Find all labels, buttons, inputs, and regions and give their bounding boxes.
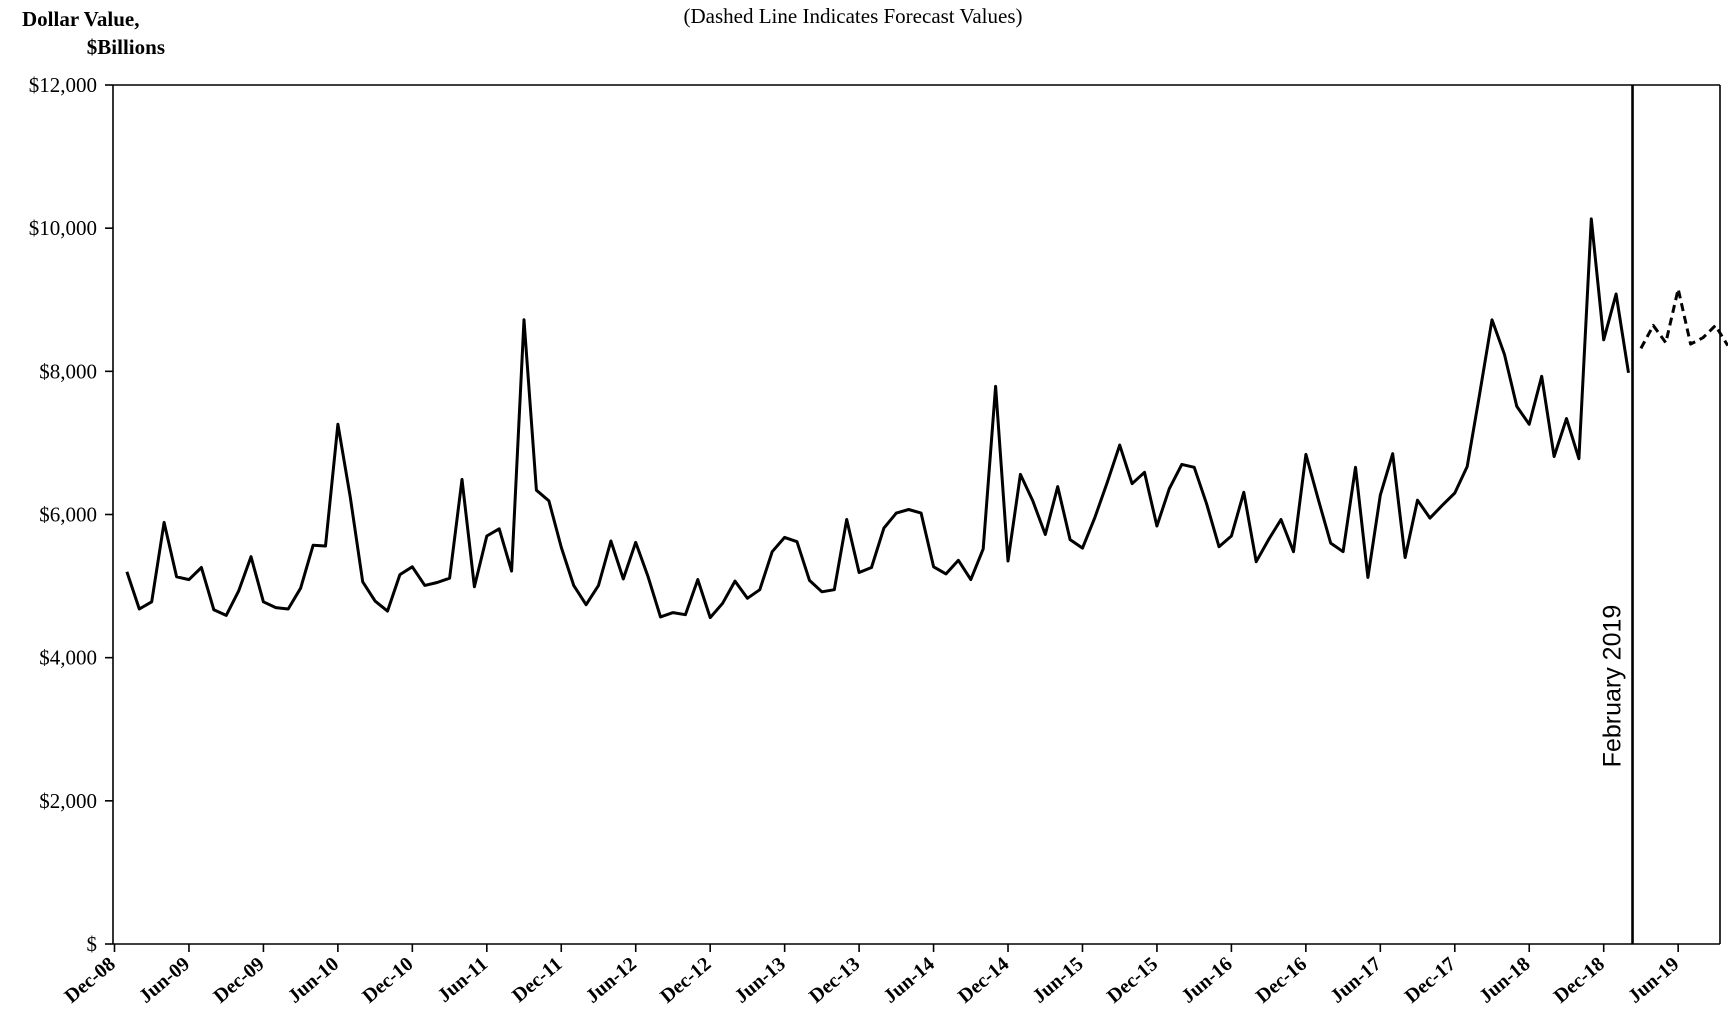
y-tick-label: $10,000 bbox=[29, 216, 97, 240]
x-tick-label: Dec-18 bbox=[1550, 953, 1609, 1008]
chart-subtitle: (Dashed Line Indicates Forecast Values) bbox=[684, 4, 1023, 28]
y-axis-ticks: $ $2,000 $4,000 $6,000 $8,000 $10,000 $12,000 bbox=[29, 73, 113, 956]
x-tick-label: Jun-14 bbox=[880, 953, 939, 1008]
x-tick-label: Dec-08 bbox=[60, 953, 119, 1008]
actual-series-line bbox=[125, 217, 1630, 620]
y-tick-label: $ bbox=[87, 932, 98, 956]
x-tick-label: Jun-17 bbox=[1326, 953, 1385, 1008]
y-tick-label: $6,000 bbox=[39, 503, 97, 527]
y-tick-label: $8,000 bbox=[39, 359, 97, 383]
x-tick-label: Dec-13 bbox=[805, 953, 864, 1008]
x-tick-label: Dec-15 bbox=[1103, 953, 1162, 1008]
y-axis-title-line1: Dollar Value, bbox=[22, 7, 139, 31]
x-tick-label: Dec-09 bbox=[209, 953, 268, 1008]
x-axis-ticks: Dec-08 Jun-09 Dec-09 Jun-10 Dec-10 Jun-11 Dec-… bbox=[60, 944, 1683, 1008]
x-tick-label: Jun-10 bbox=[284, 953, 343, 1008]
x-tick-label: Jun-16 bbox=[1177, 953, 1236, 1008]
x-tick-label: Dec-10 bbox=[358, 953, 417, 1008]
x-tick-label: Jun-18 bbox=[1475, 953, 1534, 1008]
y-tick-label: $12,000 bbox=[29, 73, 97, 97]
x-tick-label: Jun-12 bbox=[582, 953, 641, 1008]
forecast-series-line bbox=[1639, 287, 1728, 350]
x-tick-label: Dec-16 bbox=[1252, 953, 1311, 1008]
y-tick-label: $4,000 bbox=[39, 646, 97, 670]
x-tick-label: Dec-14 bbox=[954, 953, 1013, 1008]
y-tick-label: $2,000 bbox=[39, 789, 97, 813]
forecast-divider-label: February 2019 bbox=[1599, 605, 1627, 768]
x-tick-label: Jun-11 bbox=[434, 953, 492, 1007]
x-tick-label: Dec-17 bbox=[1401, 953, 1460, 1008]
x-tick-label: Dec-11 bbox=[508, 953, 566, 1007]
x-tick-label: Jun-13 bbox=[731, 953, 790, 1008]
x-tick-label: Dec-12 bbox=[656, 953, 715, 1008]
x-tick-label: Jun-15 bbox=[1028, 953, 1087, 1008]
x-tick-label: Jun-19 bbox=[1624, 953, 1683, 1008]
series-layer bbox=[125, 217, 1728, 620]
y-axis-title-line2: $Billions bbox=[87, 35, 165, 59]
x-tick-label: Jun-09 bbox=[135, 953, 194, 1008]
